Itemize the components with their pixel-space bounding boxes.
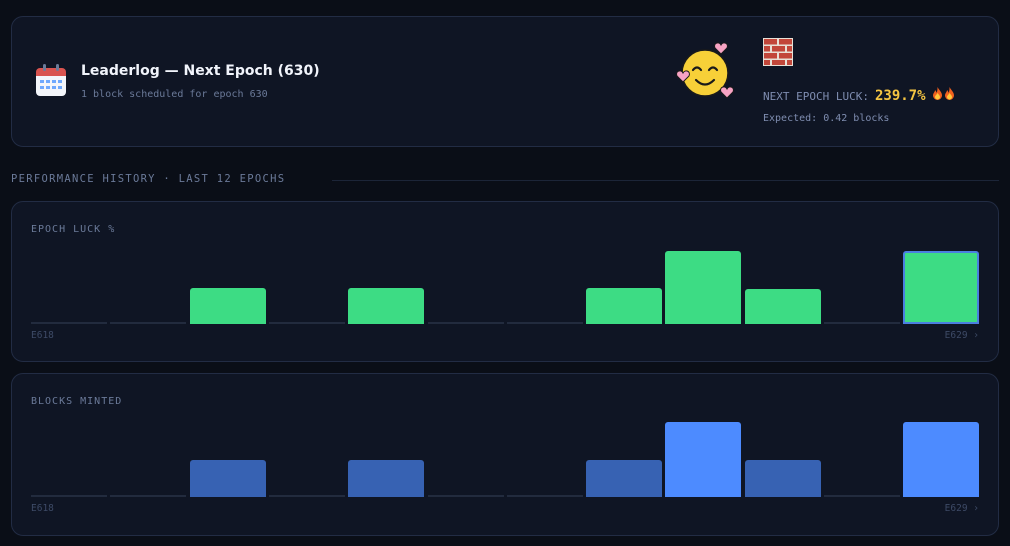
bar-e626[interactable] (665, 422, 742, 497)
empty-bar[interactable] (824, 322, 900, 324)
axis-first-label: E618 (31, 330, 54, 341)
smiling-face-with-hearts-icon (676, 42, 734, 99)
empty-bar[interactable] (427, 322, 504, 324)
bar-e626[interactable] (665, 251, 742, 324)
axis-first-label: E618 (31, 503, 54, 514)
empty-bar[interactable] (110, 322, 187, 324)
brick-icon (763, 38, 793, 66)
bar-e622[interactable] (348, 459, 425, 497)
next-epoch-luck: NEXT EPOCH LUCK: 239.7% (763, 87, 955, 104)
empty-bar[interactable] (110, 495, 187, 497)
bar-e625[interactable] (586, 459, 663, 497)
bar-e620[interactable] (189, 459, 266, 497)
empty-bar[interactable] (427, 495, 504, 497)
calendar-icon (36, 64, 66, 96)
chart-label: BLOCKS MINTED (31, 396, 123, 407)
empty-bar[interactable] (31, 495, 107, 497)
chart-label: EPOCH LUCK % (31, 224, 116, 235)
luck-label: NEXT EPOCH LUCK: (763, 90, 869, 103)
bar-e629[interactable] (903, 422, 980, 497)
blocks-minted-chart: BLOCKS MINTED E618 E629 › (11, 373, 999, 536)
bar-e622[interactable] (348, 287, 425, 324)
page-title: Leaderlog — Next Epoch (630) (81, 63, 320, 79)
empty-bar[interactable] (506, 322, 583, 324)
leaderlog-card: Leaderlog — Next Epoch (630) 1 block sch… (11, 16, 999, 147)
axis-last-label[interactable]: E629 › (944, 503, 979, 514)
bar-e620[interactable] (189, 287, 266, 324)
bar-e629[interactable] (903, 251, 980, 324)
empty-bar[interactable] (268, 495, 345, 497)
bar-e627[interactable] (744, 459, 821, 497)
schedule-summary: 1 block scheduled for epoch 630 (81, 89, 268, 100)
section-title: PERFORMANCE HISTORY · LAST 12 EPOCHS (11, 173, 286, 185)
luck-value: 239.7% (874, 88, 926, 104)
empty-bar[interactable] (824, 495, 900, 497)
section-divider (332, 180, 999, 181)
empty-bar[interactable] (268, 322, 345, 324)
empty-bar[interactable] (506, 495, 583, 497)
axis-last-label[interactable]: E629 › (944, 330, 979, 341)
expected-blocks: Expected: 0.42 blocks (763, 113, 890, 124)
bar-e627[interactable] (744, 288, 821, 324)
epoch-luck-chart: EPOCH LUCK % E618 E629 › (11, 201, 999, 362)
fire-icon (944, 87, 954, 100)
fire-icon (932, 87, 942, 100)
empty-bar[interactable] (31, 322, 107, 324)
bar-e625[interactable] (586, 287, 663, 324)
